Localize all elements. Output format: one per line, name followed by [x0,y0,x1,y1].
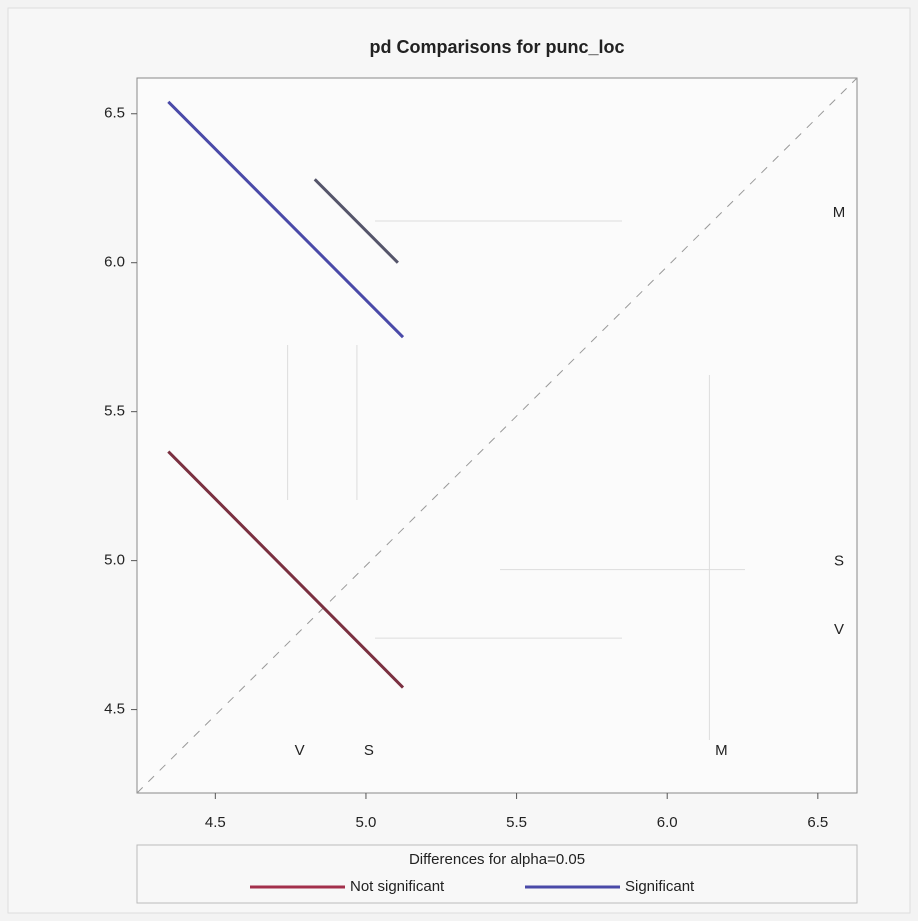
y-tick-label: 5.5 [104,403,125,420]
y-tick-label: 6.0 [104,254,125,271]
comparison-segment [313,178,399,264]
level-label-y: V [834,621,844,638]
level-label-y: S [834,553,844,570]
legend-title: Differences for alpha=0.05 [409,851,585,868]
x-tick-label: 4.5 [205,814,226,831]
y-tick-label: 4.5 [104,701,125,718]
x-tick-label: 6.5 [807,814,828,831]
level-label-x: M [715,742,728,759]
x-tick-label: 5.0 [356,814,377,831]
legend-label: Significant [625,878,695,895]
level-label-x: S [364,742,374,759]
comparison-segment [167,450,405,689]
x-tick-label: 5.5 [506,814,527,831]
plot-area [136,77,858,794]
y-tick-label: 5.0 [104,552,125,569]
chart-title: pd Comparisons for punc_loc [369,37,624,57]
x-tick-label: 6.0 [657,814,678,831]
legend-label: Not significant [350,878,445,895]
comparison-segment [167,100,405,339]
legend [136,844,858,904]
y-tick-label: 6.5 [104,105,125,122]
level-label-x: V [295,742,305,759]
level-label-y: M [833,204,846,221]
